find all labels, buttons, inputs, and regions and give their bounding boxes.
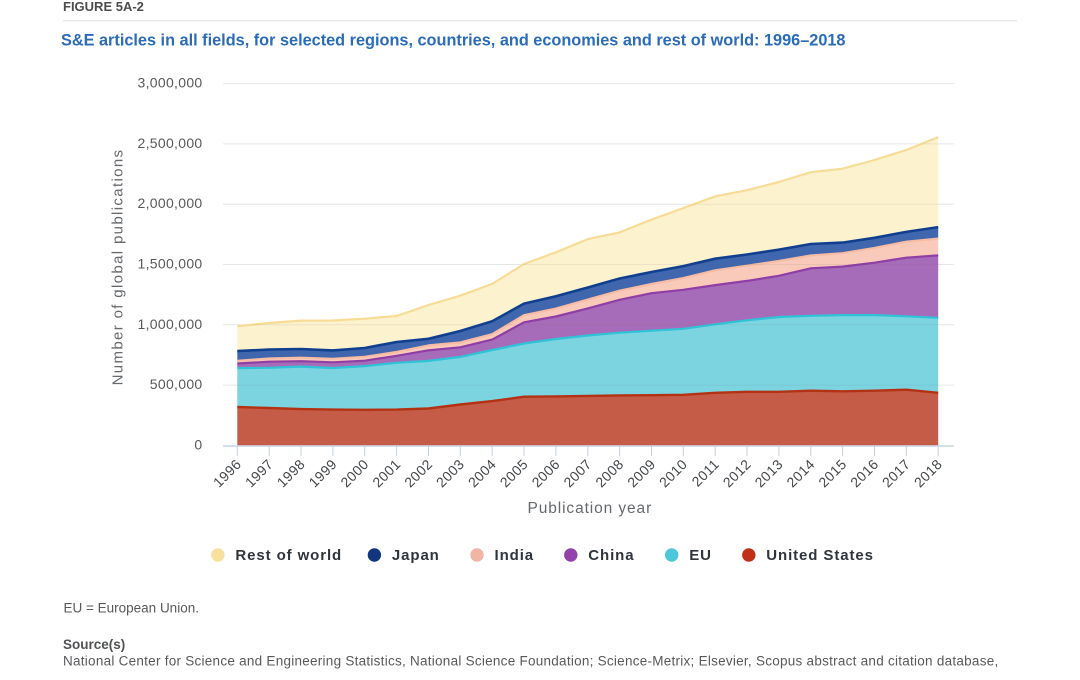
svg-text:1,000,000: 1,000,000 <box>138 316 203 332</box>
svg-text:United States: United States <box>766 547 874 564</box>
svg-text:EU = European Union.: EU = European Union. <box>64 601 199 616</box>
svg-text:FIGURE 5A-2: FIGURE 5A-2 <box>63 0 144 14</box>
svg-text:S&E articles in all fields, fo: S&E articles in all fields, for selected… <box>61 32 845 50</box>
svg-text:Rest of world: Rest of world <box>235 547 342 564</box>
svg-text:Japan: Japan <box>392 547 440 564</box>
svg-text:Number of global publications: Number of global publications <box>110 149 127 386</box>
svg-text:Source(s): Source(s) <box>63 637 125 652</box>
svg-text:China: China <box>588 547 634 564</box>
svg-text:India: India <box>495 547 535 564</box>
svg-text:500,000: 500,000 <box>150 376 203 392</box>
svg-text:0: 0 <box>194 436 202 452</box>
svg-text:National Center for Science an: National Center for Science and Engineer… <box>63 654 998 669</box>
svg-text:2,000,000: 2,000,000 <box>138 195 203 211</box>
svg-text:1,500,000: 1,500,000 <box>138 256 203 272</box>
svg-text:3,000,000: 3,000,000 <box>138 75 203 91</box>
svg-text:EU: EU <box>689 547 712 564</box>
svg-text:Publication year: Publication year <box>527 500 652 517</box>
svg-text:2,500,000: 2,500,000 <box>138 135 203 151</box>
